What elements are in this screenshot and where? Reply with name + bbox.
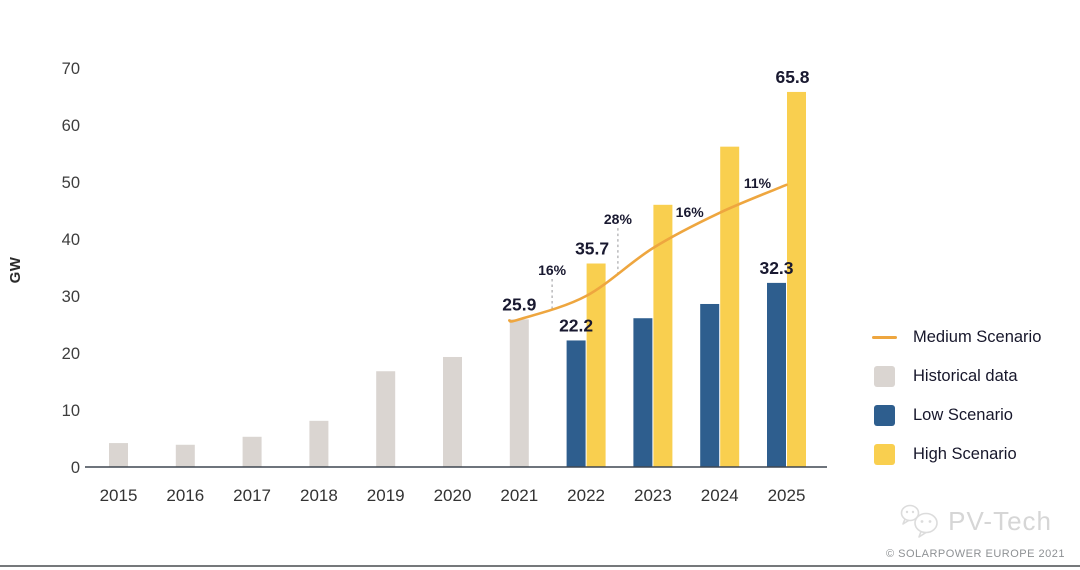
y-tick-label: 40 xyxy=(62,231,80,249)
bar-high-scenario-2024 xyxy=(720,146,740,467)
legend-label: Low Scenario xyxy=(913,406,1013,424)
y-tick-label: 60 xyxy=(62,117,80,135)
growth-percent-label: 16% xyxy=(538,262,567,278)
high-scenario-swatch xyxy=(874,444,895,465)
bar-value-label: 32.3 xyxy=(759,258,793,278)
x-year-label: 2017 xyxy=(233,486,271,505)
legend-label: High Scenario xyxy=(913,445,1017,463)
bar-historical-data-2021 xyxy=(509,319,529,467)
x-year-label: 2019 xyxy=(367,486,405,505)
y-tick-label: 0 xyxy=(71,459,80,477)
x-year-label: 2020 xyxy=(434,486,472,505)
chart-legend: Medium Scenario Historical data Low Scen… xyxy=(872,327,1041,465)
x-year-label: 2023 xyxy=(634,486,672,505)
bar-high-scenario-2025 xyxy=(787,91,806,467)
x-year-label: 2025 xyxy=(768,486,806,505)
low-scenario-swatch xyxy=(874,405,895,426)
x-year-label: 2022 xyxy=(567,486,605,505)
bar-value-label: 35.7 xyxy=(575,239,609,259)
medium-scenario-line xyxy=(508,183,788,323)
x-year-label: 2016 xyxy=(166,486,204,505)
bar-high-scenario-2022 xyxy=(586,263,606,467)
legend-label: Historical data xyxy=(913,367,1018,385)
bar-historical-data-2015 xyxy=(109,443,128,467)
x-year-label: 2024 xyxy=(701,486,739,505)
bar-low-scenario-2023 xyxy=(633,318,653,467)
pvtech-watermark: PV-Tech xyxy=(899,502,1052,540)
bar-historical-data-2020 xyxy=(443,356,462,467)
legend-item-historical-data: Historical data xyxy=(872,366,1041,387)
medium-scenario-line-swatch xyxy=(872,336,897,339)
x-year-label: 2015 xyxy=(100,486,138,505)
y-tick-label: 70 xyxy=(62,60,80,78)
bar-historical-data-2018 xyxy=(309,420,329,467)
chat-bubbles-logo-icon xyxy=(900,504,938,538)
legend-item-low-scenario: Low Scenario xyxy=(872,405,1041,426)
bar-low-scenario-2022 xyxy=(566,340,586,467)
y-tick-label: 50 xyxy=(62,174,80,192)
legend-item-medium-scenario: Medium Scenario xyxy=(872,327,1041,348)
bar-historical-data-2017 xyxy=(242,436,262,467)
bar-low-scenario-2024 xyxy=(700,303,720,467)
growth-percent-label: 16% xyxy=(676,204,705,220)
growth-percent-label: 11% xyxy=(744,175,772,191)
bottom-divider xyxy=(0,565,1080,567)
legend-item-high-scenario: High Scenario xyxy=(872,444,1041,465)
growth-percent-label: 28% xyxy=(604,211,633,227)
bar-value-label: 25.9 xyxy=(502,294,536,314)
copyright-text: © SOLARPOWER EUROPE 2021 xyxy=(885,548,1065,560)
y-tick-label: 10 xyxy=(62,402,80,420)
bar-value-label: 65.8 xyxy=(775,67,809,87)
y-tick-label: 30 xyxy=(62,288,80,306)
brand-name: PV-Tech xyxy=(948,505,1052,536)
x-year-label: 2021 xyxy=(500,486,538,505)
bar-historical-data-2016 xyxy=(175,444,195,467)
y-tick-label: 20 xyxy=(62,345,80,363)
bar-historical-data-2019 xyxy=(376,371,396,467)
x-year-label: 2018 xyxy=(300,486,338,505)
y-axis-title: GW xyxy=(7,256,24,283)
historical-data-swatch xyxy=(874,366,895,387)
bar-low-scenario-2025 xyxy=(767,282,786,467)
bar-value-label: 22.2 xyxy=(559,315,593,335)
bar-high-scenario-2023 xyxy=(653,204,673,468)
legend-label: Medium Scenario xyxy=(913,328,1042,346)
